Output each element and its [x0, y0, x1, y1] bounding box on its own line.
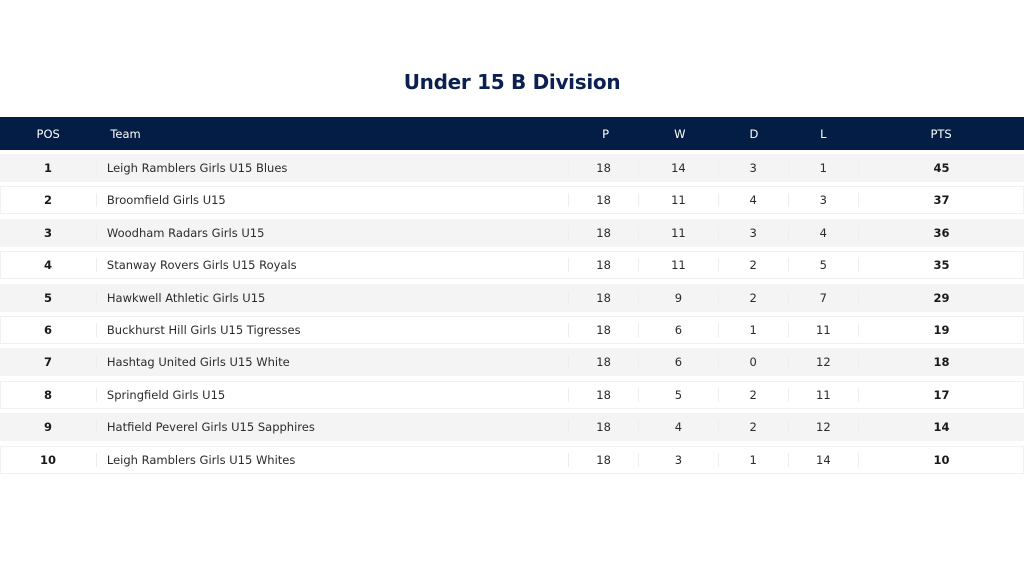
cell-lost: 14 [789, 452, 859, 467]
header-won: W [674, 126, 686, 141]
cell-points: 17 [933, 387, 950, 402]
cell-team[interactable]: Hashtag United Girls U15 White [97, 355, 570, 370]
cell-played: 18 [569, 193, 640, 208]
cell-won: 11 [639, 225, 719, 240]
cell-drawn: 0 [719, 355, 789, 370]
cell-drawn: 4 [719, 193, 789, 208]
cell-won: 4 [639, 420, 719, 435]
cell-played: 18 [569, 225, 640, 240]
cell-pos: 7 [0, 355, 97, 370]
cell-drawn: 2 [719, 290, 789, 305]
cell-won: 11 [639, 258, 719, 273]
cell-lost: 3 [789, 193, 859, 208]
cell-pos: 4 [0, 258, 97, 273]
header-points: PTS [930, 126, 952, 141]
cell-played: 18 [569, 322, 640, 337]
cell-won: 6 [639, 322, 719, 337]
header-played: P [602, 126, 610, 141]
cell-team[interactable]: Stanway Rovers Girls U15 Royals [97, 258, 570, 273]
cell-drawn: 2 [719, 258, 789, 273]
header-lost: L [820, 126, 827, 141]
cell-played: 18 [569, 258, 640, 273]
cell-won: 9 [639, 290, 719, 305]
header-drawn: D [749, 126, 759, 141]
cell-played: 18 [569, 420, 640, 435]
cell-pos: 1 [0, 161, 97, 175]
cell-lost: 12 [789, 420, 859, 435]
cell-lost: 4 [789, 225, 859, 240]
cell-played: 18 [569, 290, 640, 305]
table-header: POS Team P W D L PTS [0, 117, 1024, 150]
table-row: 9 Hatfield Peverel Girls U15 Sapphires 18 4… [0, 413, 1024, 442]
cell-pos: 6 [0, 322, 97, 337]
cell-team[interactable]: Leigh Ramblers Girls U15 Whites [97, 452, 570, 467]
cell-points: 35 [933, 258, 950, 273]
cell-pos: 8 [0, 387, 97, 402]
table-row: 4 Stanway Rovers Girls U15 Royals 18 11 2 5 35 [0, 251, 1024, 280]
table-row: 2 Broomfield Girls U15 18 11 4 3 37 [0, 186, 1024, 215]
cell-pos: 3 [0, 225, 97, 240]
cell-team[interactable]: Buckhurst Hill Girls U15 Tigresses [97, 322, 570, 337]
header-pos: POS [36, 126, 60, 141]
cell-lost: 1 [789, 161, 859, 175]
table-row: 10 Leigh Ramblers Girls U15 Whites 18 3 1 14 1… [0, 445, 1024, 474]
cell-lost: 11 [789, 387, 859, 402]
cell-won: 3 [639, 452, 719, 467]
cell-played: 18 [569, 387, 640, 402]
cell-pos: 5 [0, 290, 97, 305]
cell-drawn: 3 [719, 161, 789, 175]
cell-pos: 2 [0, 193, 97, 208]
cell-played: 18 [569, 355, 640, 370]
cell-played: 18 [569, 452, 640, 467]
cell-points: 18 [933, 355, 950, 370]
cell-drawn: 2 [719, 387, 789, 402]
cell-points: 36 [933, 225, 950, 240]
cell-lost: 7 [789, 290, 859, 305]
cell-drawn: 3 [719, 225, 789, 240]
cell-won: 14 [639, 161, 719, 175]
cell-drawn: 1 [719, 322, 789, 337]
cell-drawn: 2 [719, 420, 789, 435]
header-team: Team [110, 126, 141, 141]
cell-team[interactable]: Leigh Ramblers Girls U15 Blues [97, 161, 570, 175]
cell-points: 37 [933, 193, 950, 208]
table-row: 7 Hashtag United Girls U15 White 18 6 0 12 18 [0, 348, 1024, 377]
division-title: Under 15 B Division [403, 70, 621, 94]
table-row: 3 Woodham Radars Girls U15 18 11 3 4 36 [0, 218, 1024, 247]
cell-lost: 11 [789, 322, 859, 337]
cell-pos: 9 [0, 420, 97, 435]
table-row: 6 Buckhurst Hill Girls U15 Tigresses 18 6 1 1… [0, 315, 1024, 344]
standings-table: POS Team P W D L PTS 1 Leigh Ramblers Gir… [0, 117, 1024, 474]
table-body: 1 Leigh Ramblers Girls U15 Blues 18 14 3 1 45 2… [0, 154, 1024, 474]
cell-points: 14 [933, 420, 950, 435]
cell-lost: 12 [789, 355, 859, 370]
cell-played: 18 [569, 161, 640, 175]
cell-lost: 5 [789, 258, 859, 273]
cell-team[interactable]: Hatfield Peverel Girls U15 Sapphires [97, 420, 570, 435]
cell-team[interactable]: Springfield Girls U15 [97, 387, 570, 402]
table-row: 8 Springfield Girls U15 18 5 2 11 17 [0, 380, 1024, 409]
cell-won: 11 [639, 193, 719, 208]
table-row: 1 Leigh Ramblers Girls U15 Blues 18 14 3 1 45 [0, 154, 1024, 182]
cell-points: 45 [933, 161, 950, 175]
cell-won: 6 [639, 355, 719, 370]
cell-points: 10 [933, 452, 950, 467]
table-row: 5 Hawkwell Athletic Girls U15 18 9 2 7 29 [0, 283, 1024, 312]
cell-pos: 10 [0, 452, 97, 467]
cell-won: 5 [639, 387, 719, 402]
cell-drawn: 1 [719, 452, 789, 467]
cell-team[interactable]: Hawkwell Athletic Girls U15 [97, 290, 570, 305]
cell-team[interactable]: Woodham Radars Girls U15 [97, 225, 570, 240]
cell-points: 29 [933, 290, 950, 305]
cell-team[interactable]: Broomfield Girls U15 [97, 193, 570, 208]
cell-points: 19 [933, 322, 950, 337]
